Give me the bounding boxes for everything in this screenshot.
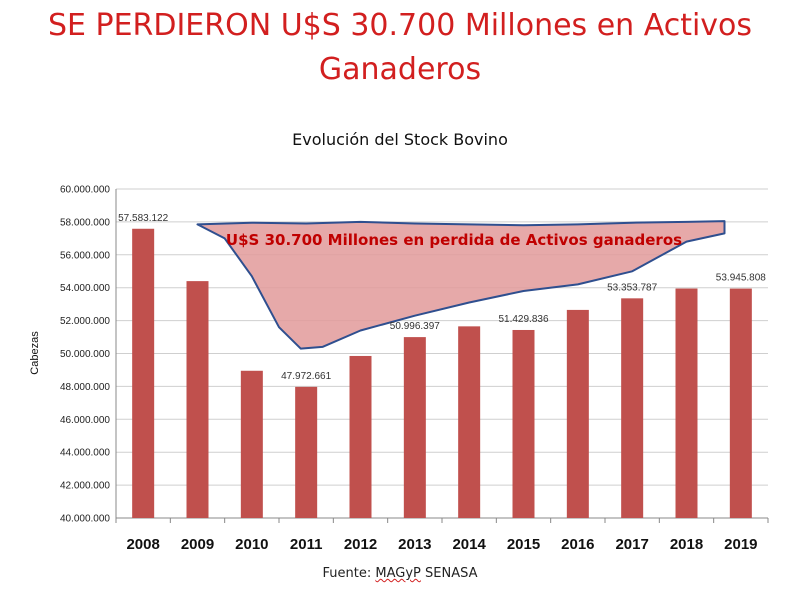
- data-label-2011: 47.972.661: [281, 371, 331, 382]
- bar-2014: [458, 326, 481, 518]
- data-label-2019: 53.945.808: [716, 273, 766, 284]
- data-label-2013: 50.996.397: [390, 321, 440, 332]
- source-caption: Fuente: MAGyP SENASA: [0, 566, 800, 581]
- bar-2011: [295, 386, 318, 518]
- y-tick-label: 58.000.000: [60, 217, 110, 228]
- bar-2016: [566, 309, 589, 518]
- data-label-2015: 51.429.836: [498, 314, 548, 325]
- source-org-magyp: MAGyP: [375, 566, 421, 581]
- bar-2017: [621, 298, 644, 518]
- bar-2018: [675, 288, 698, 518]
- source-prefix: Fuente:: [322, 566, 376, 581]
- x-tick-label-2013: 2013: [398, 536, 431, 553]
- y-tick-label: 52.000.000: [60, 316, 110, 327]
- x-tick-label-2011: 2011: [290, 536, 323, 553]
- x-tick-label-2008: 2008: [126, 536, 159, 553]
- y-tick-label: 48.000.000: [60, 382, 110, 393]
- loss-area: [196, 220, 726, 350]
- x-tick-label-2014: 2014: [452, 536, 486, 553]
- bar-2009: [186, 281, 209, 518]
- y-tick-label: 44.000.000: [60, 448, 110, 459]
- y-tick-label: 56.000.000: [60, 250, 110, 261]
- source-org-senasa: SENASA: [420, 566, 478, 581]
- y-tick-label: 40.000.000: [60, 514, 110, 525]
- bar-2013: [403, 337, 426, 518]
- y-tick-label: 54.000.000: [60, 283, 110, 294]
- x-tick-label-2018: 2018: [670, 536, 703, 553]
- data-label-2008: 57.583.122: [118, 213, 168, 224]
- bar-2012: [349, 355, 372, 518]
- bar-2010: [240, 370, 263, 518]
- x-tick-label-2019: 2019: [724, 536, 757, 553]
- y-tick-label: 60.000.000: [60, 185, 110, 196]
- chart-title: Evolución del Stock Bovino: [292, 130, 508, 149]
- y-axis-label: Cabezas: [29, 331, 41, 375]
- bar-2019: [729, 288, 752, 518]
- y-tick-label: 50.000.000: [60, 349, 110, 360]
- y-tick-label: 42.000.000: [60, 481, 110, 492]
- loss-annotation-label: U$S 30.700 Millones en perdida de Activo…: [226, 231, 682, 249]
- headline: SE PERDIERON U$S 30.700 Millones en Acti…: [0, 4, 800, 92]
- x-tick-label-2012: 2012: [344, 536, 377, 553]
- x-tick-label-2010: 2010: [235, 536, 268, 553]
- bar-2015: [512, 329, 535, 518]
- y-tick-label: 46.000.000: [60, 415, 110, 426]
- data-label-2017: 53.353.787: [607, 282, 657, 293]
- x-tick-label-2016: 2016: [561, 536, 594, 553]
- x-tick-label-2017: 2017: [615, 536, 648, 553]
- x-tick-label-2009: 2009: [181, 536, 214, 553]
- bar-2008: [132, 228, 155, 519]
- x-tick-label-2015: 2015: [507, 536, 540, 553]
- headline-line-2: Ganaderos: [318, 52, 482, 87]
- headline-line-1: SE PERDIERON U$S 30.700 Millones en Acti…: [47, 8, 753, 43]
